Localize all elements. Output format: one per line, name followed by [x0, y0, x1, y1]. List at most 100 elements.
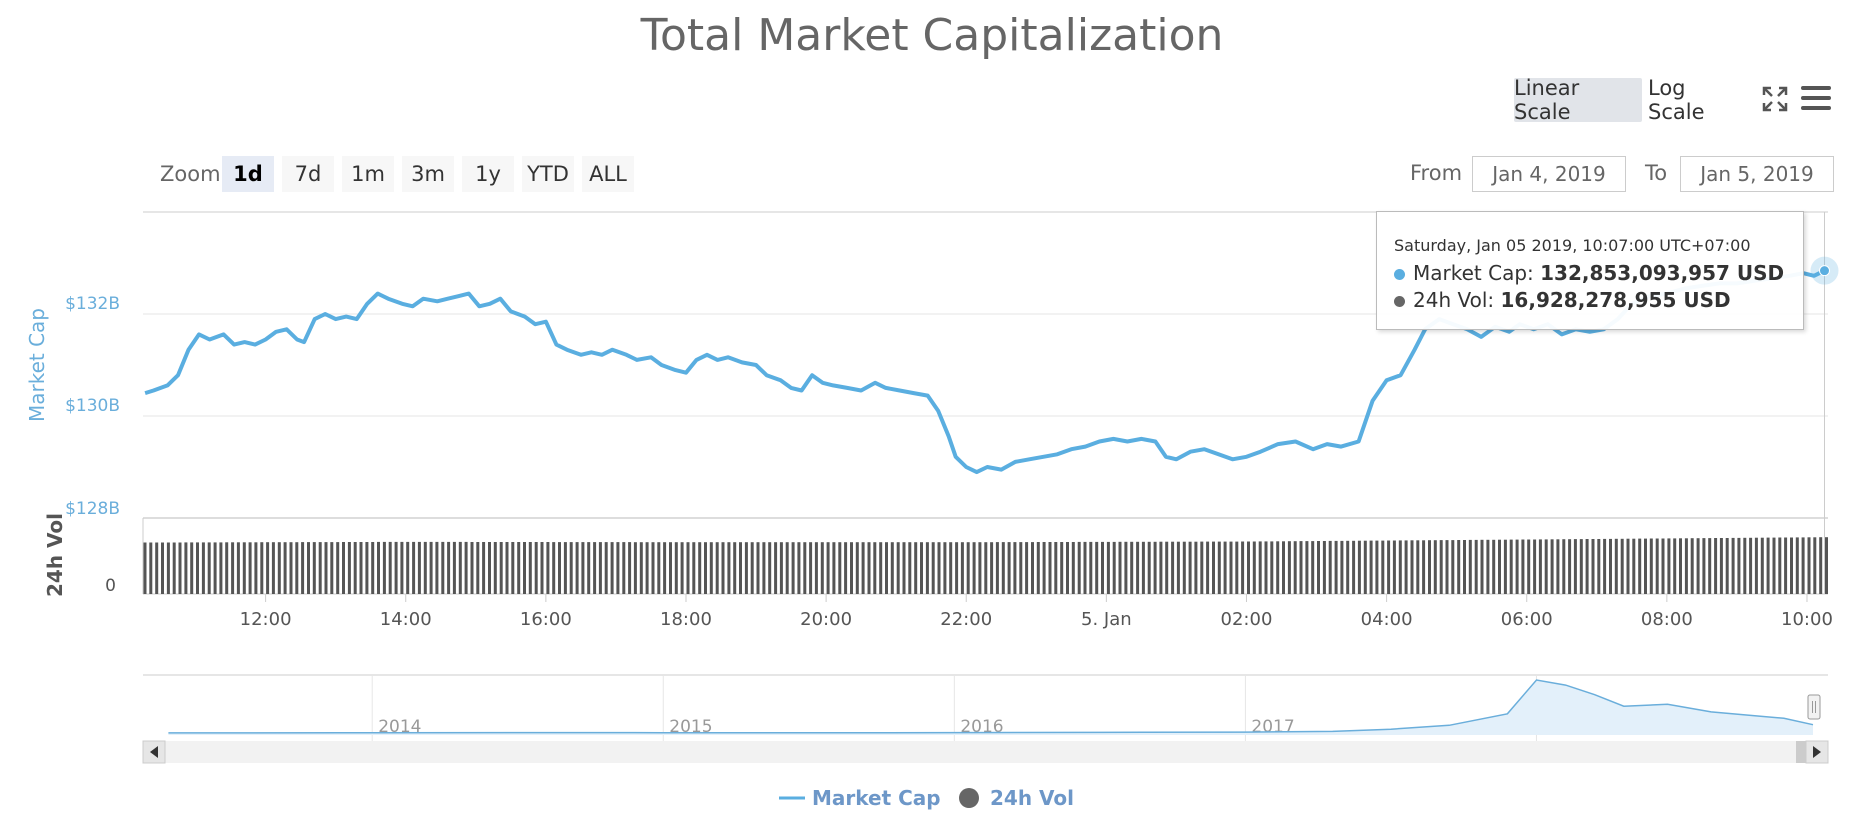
vol-bar: [1486, 539, 1490, 594]
y-tick-label: $130B: [65, 396, 120, 416]
x-tick-label: 18:00: [660, 609, 712, 630]
vol-bar: [207, 542, 211, 594]
vol-bar: [1457, 540, 1461, 594]
vol-bar: [1165, 541, 1169, 594]
vol-bar: [1118, 541, 1122, 594]
vol-bar: [172, 542, 176, 594]
vol-bar: [511, 542, 515, 594]
vol-bar: [1638, 538, 1642, 594]
vol-bar: [762, 542, 766, 594]
vol-bar: [231, 542, 235, 594]
vol-bar: [1089, 541, 1093, 594]
vol-bar: [1276, 541, 1280, 594]
scrollbar[interactable]: [142, 740, 1829, 764]
vol-bar: [470, 542, 474, 594]
scrollbar-thumb[interactable]: [1796, 741, 1806, 763]
vol-bar: [271, 542, 275, 594]
vol-bar: [1171, 541, 1175, 594]
vol-bar: [1357, 540, 1361, 594]
zoom-label: Zoom: [160, 162, 221, 186]
vol-bar: [1153, 541, 1157, 594]
vol-bar: [995, 542, 999, 594]
vol-bar: [855, 542, 859, 594]
x-tick-label: 10:00: [1781, 609, 1833, 630]
zoom-1d-button[interactable]: 1d: [222, 156, 274, 192]
vol-bar: [1801, 537, 1805, 594]
scrollbar-track[interactable]: [143, 741, 1828, 763]
tooltip-market-cap-label: Market Cap:: [1413, 261, 1534, 285]
legend-item-24h-vol[interactable]: 24h Vol: [958, 786, 1074, 810]
vol-bar: [966, 542, 970, 594]
vol-bar: [1258, 541, 1262, 594]
vol-bar: [1001, 542, 1005, 594]
menu-icon[interactable]: [1800, 84, 1832, 112]
x-tick-label: 16:00: [520, 609, 572, 630]
vol-bar: [1270, 541, 1274, 594]
vol-bar: [791, 542, 795, 594]
to-date-input[interactable]: Jan 5, 2019: [1680, 156, 1834, 192]
legend-item-market-cap[interactable]: Market Cap: [778, 786, 941, 810]
zoom-ytd-button[interactable]: YTD: [522, 156, 574, 192]
vol-bar: [1223, 541, 1227, 594]
vol-bar: [1439, 540, 1443, 594]
tooltip-market-cap-row: Market Cap: 132,853,093,957 USD: [1394, 261, 1784, 285]
vol-bar: [1322, 541, 1326, 594]
vol-bar: [1031, 542, 1034, 594]
zoom-1m-button[interactable]: 1m: [342, 156, 394, 192]
vol-bar: [295, 542, 299, 594]
zoom-7d-button[interactable]: 7d: [282, 156, 334, 192]
navigator-handle[interactable]: [1807, 694, 1821, 720]
vol-bar: [657, 542, 661, 594]
vol-bar: [184, 542, 188, 594]
vol-bar: [1702, 538, 1706, 594]
vol-bar: [1573, 539, 1577, 594]
vol-bar: [1305, 541, 1309, 594]
vol-bar: [1235, 541, 1239, 594]
x-tick-label: 22:00: [940, 609, 992, 630]
vol-dot-icon: [1394, 296, 1405, 307]
vol-bar: [1819, 537, 1823, 594]
vol-bar: [1229, 541, 1233, 594]
log-scale-button[interactable]: Log Scale: [1648, 76, 1705, 124]
vol-bar: [820, 542, 824, 594]
vol-bar: [1445, 540, 1449, 594]
navigator[interactable]: 20142015201620172018: [143, 674, 1828, 741]
vol-bar: [733, 542, 737, 594]
zoom-1y-button[interactable]: 1y: [462, 156, 514, 192]
vol-bar: [178, 542, 182, 594]
vol-bar: [1620, 538, 1624, 594]
vol-bar: [1282, 541, 1285, 594]
fullscreen-icon[interactable]: [1762, 86, 1788, 112]
vol-bar: [581, 542, 585, 594]
vol-bar: [704, 542, 707, 594]
vol-bar: [1346, 540, 1350, 594]
vol-bar: [1579, 539, 1583, 594]
vol-bar: [1422, 540, 1426, 594]
vol-bar: [931, 542, 935, 594]
zoom-all-button[interactable]: ALL: [582, 156, 634, 192]
vol-bar: [1813, 537, 1817, 594]
linear-scale-button[interactable]: Linear Scale: [1514, 76, 1642, 124]
vol-bar: [920, 542, 923, 594]
vol-bar: [166, 542, 170, 594]
vol-bar: [587, 542, 591, 594]
vol-bar: [1632, 538, 1636, 594]
vol-bar: [1451, 540, 1455, 594]
zoom-3m-button[interactable]: 3m: [402, 156, 454, 192]
vol-bar: [1241, 541, 1245, 594]
vol-bar: [1392, 540, 1396, 594]
vol-bar: [715, 542, 719, 594]
from-date-input[interactable]: Jan 4, 2019: [1472, 156, 1626, 192]
vol-bar: [1340, 540, 1344, 594]
vol-bar: [1141, 541, 1145, 594]
vol-bar: [1655, 538, 1659, 594]
x-tick-label: 12:00: [240, 609, 292, 630]
vol-bar: [1007, 542, 1011, 594]
scroll-right-icon: [1813, 746, 1821, 758]
vol-bar: [429, 541, 433, 594]
vol-bar: [277, 542, 281, 594]
vol-bar: [1754, 537, 1758, 594]
y-tick-label: $128B: [65, 499, 120, 519]
vol-bar: [1463, 540, 1466, 594]
to-label: To: [1645, 161, 1668, 185]
